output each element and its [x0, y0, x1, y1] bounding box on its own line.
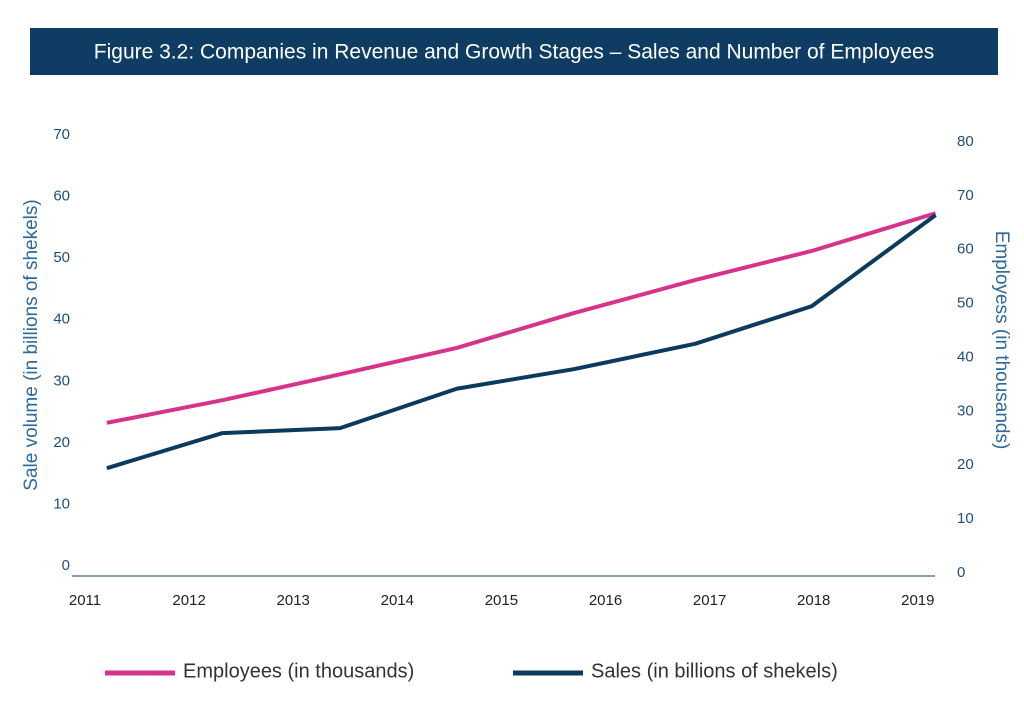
y-tick-label: 30	[53, 372, 70, 389]
x-tick-label: 2018	[797, 592, 830, 609]
line-series	[106, 211, 937, 425]
title-bar	[30, 28, 998, 75]
y2-tick-label: 0	[957, 564, 965, 581]
y-tick-label: 60	[53, 188, 70, 205]
chart-title: Figure 3.2: Companies in Revenue and Gro…	[94, 41, 934, 64]
x-tick-label: 2014	[381, 592, 414, 609]
legend-label: Sales (in billions of shekels)	[591, 660, 838, 682]
y2-tick-label: 60	[957, 241, 974, 258]
legend-label: Employees (in thousands)	[183, 660, 414, 682]
y-tick-label: 50	[53, 249, 70, 266]
x-tick-label: 2015	[485, 592, 518, 609]
x-tick-label: 2016	[589, 592, 622, 609]
y2-tick-label: 50	[957, 295, 974, 312]
y2-axis-label: Employess (in thousands)	[991, 231, 1012, 450]
y2-tick-label: 30	[957, 402, 974, 419]
x-tick-label: 2019	[901, 592, 934, 609]
line-series	[106, 213, 937, 471]
y-tick-label: 40	[53, 311, 70, 328]
y-tick-label: 70	[53, 126, 70, 143]
y2-tick-label: 10	[957, 510, 974, 527]
y2-tick-label: 80	[957, 133, 974, 150]
x-tick-label: 2011	[69, 592, 101, 609]
y-axis-label: Sale volume (in billions of shekels)	[21, 199, 42, 490]
y2-tick-label: 40	[957, 348, 974, 365]
y-tick-label: 0	[62, 557, 70, 574]
y-tick-label: 20	[53, 434, 70, 451]
y2-tick-label: 20	[957, 456, 974, 473]
x-tick-label: 2013	[277, 592, 310, 609]
y2-tick-label: 70	[957, 187, 974, 204]
y-tick-label: 10	[53, 495, 70, 512]
x-tick-label: 2012	[172, 592, 205, 609]
x-tick-label: 2017	[693, 592, 726, 609]
